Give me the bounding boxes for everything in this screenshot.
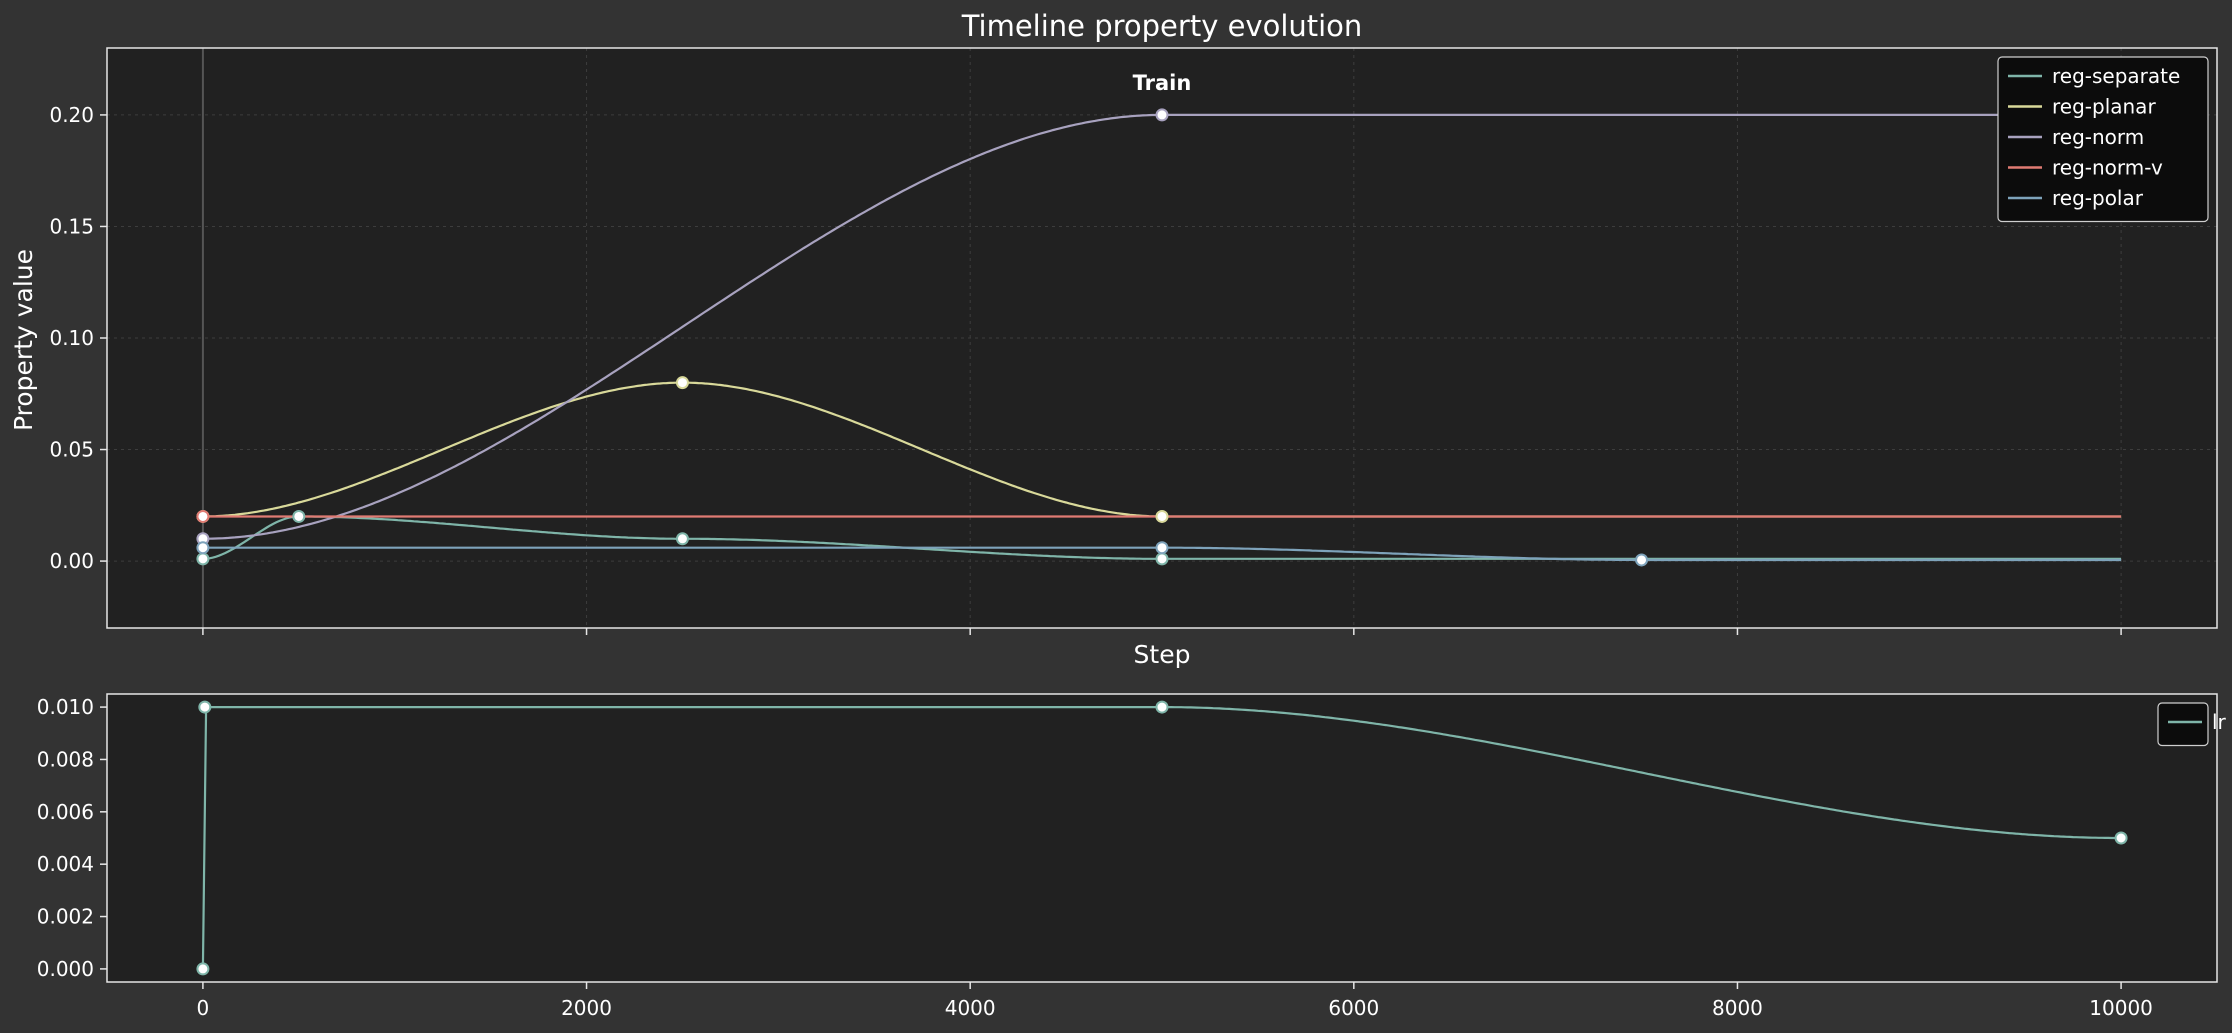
legend-0: reg-separate reg-planar reg-norm reg-norm-v…	[1997, 56, 2209, 223]
x-tick-label: 6000	[1328, 996, 1379, 1020]
y-tick-label: 0.20	[49, 103, 94, 127]
keyframe-point-reg-polar[interactable]	[196, 541, 210, 555]
y-tick-label: 0.002	[37, 905, 94, 929]
y-tick-label: 0.006	[37, 800, 94, 824]
chart-title: Timeline property evolution	[961, 9, 1363, 43]
keyframe-point-reg-separate[interactable]	[1155, 552, 1169, 566]
y-tick-label: 0.15	[49, 214, 94, 238]
keyframe-point-lr[interactable]	[196, 962, 210, 976]
legend-label-reg-polar: reg-polar	[2052, 186, 2144, 210]
y-tick-label: 0.008	[37, 747, 94, 771]
keyframe-point-reg-separate[interactable]	[196, 552, 210, 566]
legend-1: lr	[2157, 702, 2227, 747]
y-tick-label: 0.000	[37, 957, 94, 981]
keyframe-point-lr[interactable]	[1155, 700, 1169, 714]
x-tick-label: 0	[197, 996, 210, 1020]
legend-label-reg-separate: reg-separate	[2052, 64, 2180, 88]
keyframe-point-reg-polar[interactable]	[1635, 553, 1649, 567]
plot-area-1	[107, 694, 2217, 982]
legend-label-lr: lr	[2212, 710, 2227, 734]
x-tick-label: 8000	[1712, 996, 1763, 1020]
legend-label-reg-norm-v: reg-norm-v	[2052, 156, 2163, 180]
keyframe-point-reg-norm-v[interactable]	[196, 509, 210, 523]
y-tick-label: 0.010	[37, 695, 94, 719]
lr-panel: 0 2000 4000 6000 8000 10000 0.000 0.002 0.004 0.0…	[37, 693, 2227, 1020]
legend-label-reg-norm: reg-norm	[2052, 125, 2144, 149]
keyframe-point-reg-separate[interactable]	[675, 532, 689, 546]
legend-box	[1997, 56, 2209, 223]
x-axis-label: Step	[1134, 640, 1191, 669]
x-tick-label: 10000	[2089, 996, 2153, 1020]
y-tick-label: 0.004	[37, 852, 94, 876]
keyframe-point-lr[interactable]	[2114, 831, 2128, 845]
train-annotation: Train	[1133, 71, 1192, 95]
x-tick-label: 2000	[561, 996, 612, 1020]
keyframe-point-reg-polar[interactable]	[1155, 541, 1169, 555]
x-tick-label: 4000	[945, 996, 996, 1020]
legend-box	[2157, 702, 2209, 747]
keyframe-point-reg-planar[interactable]	[675, 376, 689, 390]
y-tick-label: 0.00	[49, 549, 94, 573]
property-panel: Train0.000.050.100.150.20reg-separatereg…	[49, 47, 2218, 635]
y-tick-label: 0.05	[49, 438, 94, 462]
keyframe-point-lr[interactable]	[198, 700, 212, 714]
keyframe-point-reg-planar[interactable]	[1155, 509, 1169, 523]
keyframe-point-reg-norm[interactable]	[1155, 108, 1169, 122]
keyframe-point-reg-separate[interactable]	[292, 509, 306, 523]
y-axis-label: Property value	[9, 249, 38, 431]
y-tick-label: 0.10	[49, 326, 94, 350]
plot-frame-1	[106, 693, 2218, 983]
legend-label-reg-planar: reg-planar	[2052, 95, 2156, 119]
